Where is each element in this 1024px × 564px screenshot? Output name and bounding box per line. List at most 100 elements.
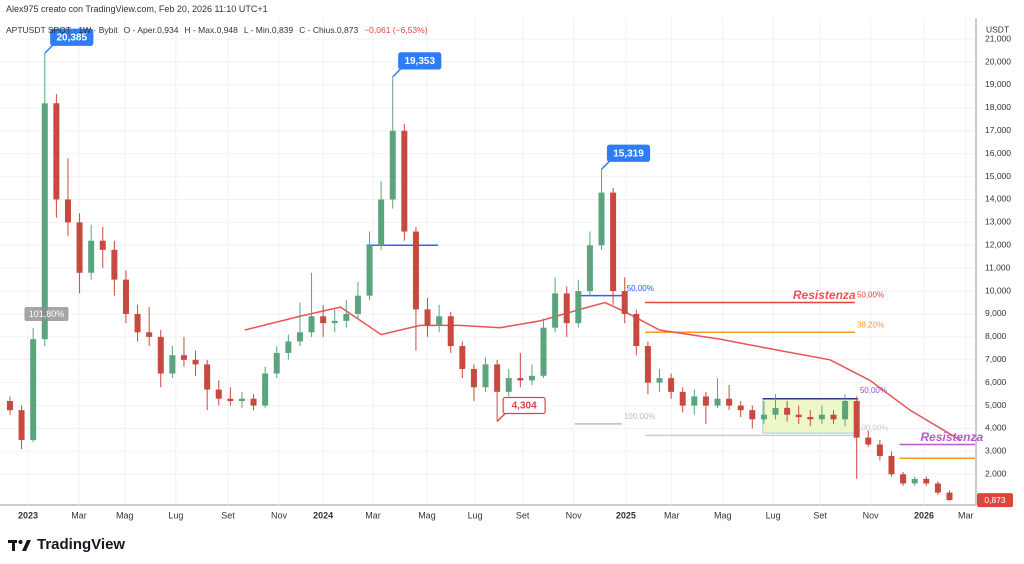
y-tick-label: 21,000 — [985, 33, 1011, 43]
x-tick-label: 2023 — [18, 510, 38, 520]
x-tick-label: 2024 — [313, 510, 333, 520]
candle-body — [18, 410, 25, 440]
annotation: Resistenza — [793, 288, 856, 302]
x-tick-label: Mag — [418, 510, 436, 520]
candle-body — [250, 398, 257, 406]
x-tick-label: Lug — [766, 510, 781, 520]
last-price-box — [977, 493, 1013, 508]
brand: TradingView — [8, 536, 125, 553]
candle-body — [621, 291, 628, 314]
candle-body — [424, 309, 431, 326]
x-tick-label: Set — [221, 510, 235, 520]
candle-body — [644, 346, 651, 383]
candle-body — [64, 199, 71, 223]
candle-body — [76, 222, 83, 273]
candle-body — [842, 401, 849, 420]
x-tick-label: Mag — [714, 510, 732, 520]
ohlc: H - Max.0,948 — [184, 25, 238, 35]
candle-body — [111, 249, 118, 280]
level-label: 50,00% — [857, 291, 884, 300]
candle-body — [888, 455, 895, 475]
candle-body — [853, 401, 860, 438]
candle-body — [192, 359, 199, 365]
y-tick-label: 16,000 — [985, 148, 1011, 158]
candle-body — [215, 389, 222, 399]
candle-body — [505, 378, 512, 392]
y-tick-label: 7,000 — [985, 354, 1007, 364]
callout-label: 20,385 — [56, 32, 87, 43]
ohlc: L - Min.0,839 — [243, 25, 294, 35]
candle-body — [552, 293, 559, 328]
candle-body — [227, 398, 234, 402]
candle-body — [586, 245, 593, 292]
candle-body — [320, 316, 327, 324]
level-label: 38,20% — [857, 320, 884, 329]
candle-body — [818, 414, 825, 420]
x-tick-label: Mag — [116, 510, 134, 520]
candle-body — [180, 355, 187, 360]
candle-body — [830, 414, 837, 420]
candle-body — [934, 483, 941, 493]
legend: APTUSDT SPOT · 1W · Bybit O - Aper.0,934… — [6, 25, 428, 35]
candle-body — [633, 313, 640, 347]
candle-body — [401, 130, 408, 232]
candle-body — [331, 320, 338, 324]
candle-body — [88, 240, 95, 273]
candle-body — [470, 368, 477, 388]
candle-body — [679, 391, 686, 406]
ohlc: O - Aper.0,934 — [123, 25, 179, 35]
box-label: 50,00% — [860, 386, 887, 395]
candle-body — [169, 355, 176, 374]
callout-label: 15,319 — [613, 148, 644, 159]
candle-body — [459, 346, 466, 369]
candle-body — [30, 339, 37, 440]
candle-body — [157, 336, 164, 374]
x-tick-label: 2026 — [914, 510, 934, 520]
x-tick-label: Set — [813, 510, 827, 520]
x-tick-label: Mar — [664, 510, 680, 520]
candle-body — [760, 414, 767, 420]
callout-box — [398, 52, 442, 70]
candle-body — [563, 293, 570, 324]
level-label: 100,00% — [857, 423, 889, 432]
candle-body — [714, 398, 721, 406]
candle-body — [528, 375, 535, 381]
candle-body — [6, 401, 13, 411]
x-tick-label: Mar — [71, 510, 87, 520]
callout-box — [502, 396, 546, 415]
candle-body — [749, 410, 756, 420]
candle-body — [911, 478, 918, 484]
y-tick-label: 9,000 — [985, 308, 1007, 318]
candle-body — [53, 103, 60, 200]
y-tick-label: 12,000 — [985, 240, 1011, 250]
y-tick-label: 19,000 — [985, 79, 1011, 89]
y-tick-label: 4,000 — [985, 423, 1007, 433]
candle-body — [784, 407, 791, 415]
candle-body — [517, 378, 524, 381]
candle-body — [99, 240, 106, 250]
candle-body — [354, 295, 361, 314]
candle-body — [737, 405, 744, 411]
candle-body — [366, 245, 373, 296]
y-tick-label: 11,000 — [985, 262, 1011, 272]
x-tick-label: Nov — [863, 510, 880, 520]
candle-body — [436, 316, 443, 326]
candle-body — [447, 316, 454, 347]
candle-body — [238, 398, 245, 402]
annotation: Resistenza — [920, 430, 983, 444]
level-label: 100,00% — [624, 412, 656, 421]
x-tick-label: Mar — [365, 510, 381, 520]
candle-body — [807, 417, 814, 420]
candle-body — [273, 352, 280, 374]
tag-box — [24, 306, 69, 321]
y-tick-label: 3,000 — [985, 446, 1007, 456]
ohlc: C - Chius.0,873 — [299, 25, 359, 35]
x-tick-label: Mar — [958, 510, 974, 520]
symbol: APTUSDT SPOT · 1W · Bybit — [6, 25, 118, 35]
y-tick-label: 2,000 — [985, 469, 1007, 479]
header: Alex975 creato con TradingView.com, Feb … — [6, 4, 268, 14]
candle-body — [610, 192, 617, 292]
level-label: 50,00% — [627, 284, 654, 293]
candle-body — [378, 199, 385, 246]
